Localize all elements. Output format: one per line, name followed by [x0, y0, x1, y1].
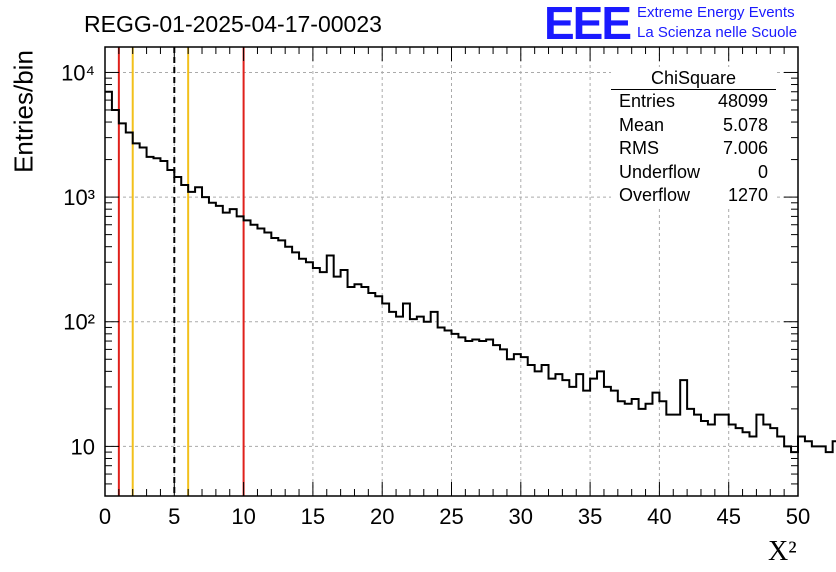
stats-row: Overflow 1270	[611, 184, 776, 208]
x-tick-label: 40	[647, 504, 671, 529]
stats-row: Entries 48099	[611, 90, 776, 114]
x-tick-label: 35	[578, 504, 602, 529]
x-tick-label: 5	[168, 504, 180, 529]
stats-row: RMS 7.006	[611, 137, 776, 161]
histogram-series	[105, 90, 836, 454]
x-tick-label: 15	[301, 504, 325, 529]
x-axis-label: X²	[768, 536, 797, 567]
logo-line-1: Extreme Energy Events	[637, 4, 795, 21]
stats-label: Mean	[619, 114, 665, 135]
y-tick-label: 10	[71, 434, 95, 459]
stats-title: ChiSquare	[611, 67, 776, 90]
stats-value: 48099	[717, 91, 768, 111]
y-tick-label: 10²	[63, 310, 95, 335]
stats-row: Mean 5.078	[611, 114, 776, 138]
stats-label: Entries	[619, 91, 676, 111]
x-tick-label: 10	[231, 504, 255, 529]
x-tick-label: 30	[509, 504, 533, 529]
stats-value: 0	[757, 161, 768, 182]
stats-value: 1270	[727, 185, 768, 205]
x-tick-label: 20	[370, 504, 394, 529]
stats-value: 7.006	[722, 138, 768, 158]
chart-title: REGG-01-2025-04-17-00023	[84, 11, 382, 37]
eee-logo: EEE	[544, 0, 632, 49]
stats-row: Underflow 0	[611, 161, 776, 185]
stats-label: Overflow	[619, 185, 691, 205]
stats-value: 5.078	[722, 114, 768, 135]
y-tick-label: 10⁴	[61, 60, 95, 85]
stats-box: ChiSquare Entries 48099 Mean 5.078 RMS 7.006 U…	[611, 67, 776, 208]
logo-line-2: La Scienza nelle Scuole	[637, 24, 798, 41]
x-tick-label: 45	[716, 504, 740, 529]
x-tick-label: 50	[786, 504, 810, 529]
x-tick-label: 0	[99, 504, 111, 529]
stats-label: Underflow	[619, 161, 701, 182]
y-tick-label: 10³	[63, 185, 95, 210]
x-tick-label: 25	[439, 504, 463, 529]
stats-label: RMS	[619, 138, 659, 158]
